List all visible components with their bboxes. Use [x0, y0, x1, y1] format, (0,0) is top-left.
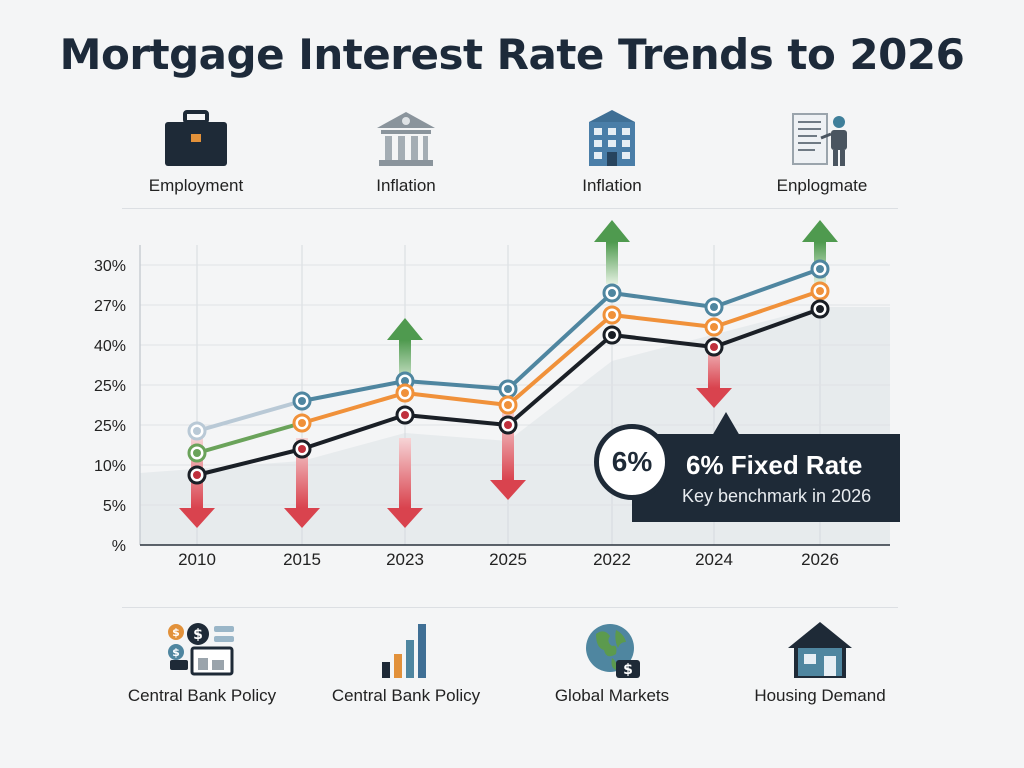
arrow-shaft — [399, 438, 411, 508]
series-line — [301, 267, 821, 403]
factor-label: Central Bank Policy — [331, 686, 481, 705]
arrow-head — [387, 508, 423, 528]
money-bills-icon: $ $ $ — [168, 623, 234, 676]
svg-text:$: $ — [623, 662, 633, 678]
arrow-head — [284, 508, 320, 528]
callout-badge: 6% — [594, 424, 670, 500]
divider-top — [122, 208, 898, 209]
data-point-core — [816, 287, 824, 295]
callout-subtext: Key benchmark in 2026 — [682, 486, 872, 506]
series-line-segment — [195, 421, 304, 455]
data-point-core — [401, 411, 409, 419]
data-point-core — [608, 311, 616, 319]
data-point-core — [401, 389, 409, 397]
factor-inflation-1: Inflation — [306, 108, 506, 196]
callout-headline: 6% Fixed Rate — [686, 450, 863, 480]
house-icon — [788, 622, 852, 678]
bank-building-icon — [377, 112, 435, 166]
down-arrow — [387, 438, 423, 528]
x-tick-label: 2022 — [593, 550, 631, 569]
y-tick-label: % — [112, 538, 126, 555]
data-point-core — [298, 445, 306, 453]
data-point-core — [608, 289, 616, 297]
arrow-head — [179, 508, 215, 528]
factor-inflation-2: Inflation — [512, 108, 712, 196]
factor-employment: Employment — [96, 108, 296, 196]
y-tick-label: 25% — [94, 418, 126, 435]
svg-text:$: $ — [193, 627, 203, 643]
factor-label: Employment — [148, 176, 244, 195]
svg-text:$: $ — [172, 646, 180, 659]
briefcase-icon — [165, 110, 227, 166]
data-point-core — [816, 305, 824, 313]
arrow-shaft — [606, 242, 618, 284]
arrow-head — [802, 220, 838, 242]
data-point-core — [504, 401, 512, 409]
y-tick-label: 10% — [94, 458, 126, 475]
factor-central-bank-policy-1: $ $ $ Central Bank Policy — [102, 620, 302, 706]
y-tick-label: 27% — [94, 298, 126, 315]
presenter-document-icon — [792, 113, 847, 166]
factor-label: Enplogmate — [776, 176, 868, 195]
svg-text:$: $ — [172, 626, 180, 639]
factor-housing-demand: Housing Demand — [720, 620, 920, 706]
x-tick-label: 2015 — [283, 550, 321, 569]
data-point-core — [193, 449, 201, 457]
data-point-core — [816, 265, 824, 273]
x-tick-label: 2025 — [489, 550, 527, 569]
factor-label: Housing Demand — [754, 686, 886, 705]
factor-label: Inflation — [582, 176, 642, 195]
factor-central-bank-policy-2: Central Bank Policy — [306, 620, 506, 706]
data-point-core — [710, 343, 718, 351]
data-point-core — [193, 471, 201, 479]
data-point-core — [504, 385, 512, 393]
arrow-head — [594, 220, 630, 242]
y-tick-label: 25% — [94, 378, 126, 395]
globe-dollar-icon: $ — [586, 624, 640, 678]
data-point-core — [401, 377, 409, 385]
chart-title: Mortgage Interest Rate Trends to 2026 — [59, 30, 965, 79]
x-tick-label: 2010 — [178, 550, 216, 569]
data-point-core — [710, 303, 718, 311]
series-line — [301, 289, 821, 425]
data-point-core — [608, 331, 616, 339]
data-point-core — [193, 427, 201, 435]
data-point-core — [504, 421, 512, 429]
divider-bottom — [122, 607, 898, 608]
up-arrow — [594, 220, 630, 284]
series-line-segment — [195, 399, 304, 433]
y-tick-label: 5% — [103, 498, 126, 515]
arrow-head — [387, 318, 423, 340]
data-point-core — [298, 419, 306, 427]
factor-label: Central Bank Policy — [127, 686, 277, 705]
x-tick-label: 2023 — [386, 550, 424, 569]
series-line-segment — [195, 447, 304, 477]
series-line — [301, 307, 821, 451]
arrow-head — [490, 480, 526, 500]
x-tick-label: 2026 — [801, 550, 839, 569]
bar-chart-icon — [382, 624, 426, 678]
factor-global-markets: $ Global Markets — [512, 620, 712, 706]
y-tick-label: 40% — [94, 338, 126, 355]
x-tick-label: 2024 — [695, 550, 733, 569]
factor-label: Inflation — [376, 176, 436, 195]
data-point-core — [298, 397, 306, 405]
y-tick-label: 30% — [94, 258, 126, 275]
factor-enplogmate: Enplogmate — [722, 108, 922, 196]
callout-pointer — [712, 412, 740, 436]
callout-box: 6% Fixed Rate Key benchmark in 2026 — [632, 434, 900, 522]
office-building-icon — [589, 110, 635, 166]
factor-label: Global Markets — [554, 686, 670, 705]
data-point-core — [710, 323, 718, 331]
arrow-head — [696, 388, 732, 408]
